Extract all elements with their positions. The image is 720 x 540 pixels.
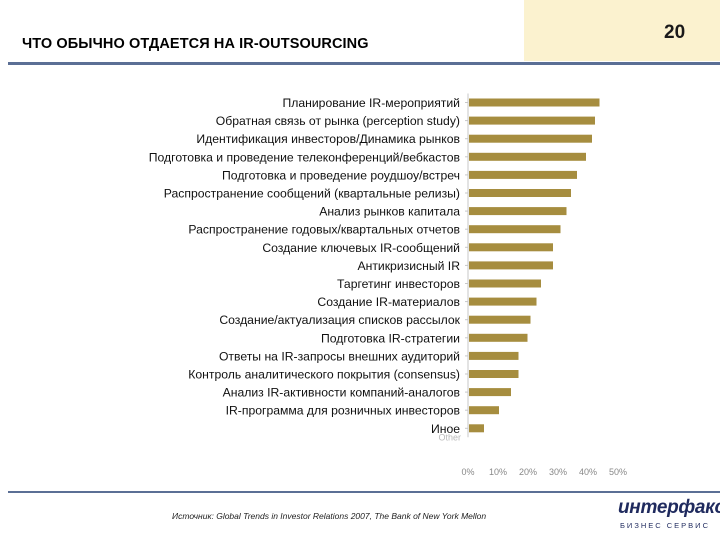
category-label: Анализ рынков капитала <box>319 205 460 219</box>
bar <box>469 297 537 306</box>
bar <box>469 225 561 234</box>
company-logo: интерфакс БИЗНЕС СЕРВИС <box>618 497 720 539</box>
logo-tagline: БИЗНЕС СЕРВИС <box>620 521 710 530</box>
page-number: 20 <box>664 22 686 43</box>
category-label: Таргетинг инвесторов <box>337 277 460 291</box>
bar <box>469 98 600 107</box>
header-accent-panel <box>524 0 720 61</box>
category-label: Иное <box>431 422 460 436</box>
category-label: Подготовка и проведение телеконференций/… <box>149 150 460 164</box>
footer-divider <box>8 491 720 493</box>
category-label: Подготовка IR-стратегии <box>321 331 460 345</box>
x-tick-label: 50% <box>609 467 627 477</box>
x-tick-label: 10% <box>489 467 507 477</box>
category-label: IR-программа для розничных инвесторов <box>226 404 460 418</box>
bar <box>469 243 553 252</box>
category-label: Обратная связь от рынка (perception stud… <box>216 114 460 128</box>
category-label: Создание ключевых IR-сообщений <box>262 241 460 255</box>
faint-other-label: Other <box>438 432 461 442</box>
category-label: Идентификация инвесторов/Динамика рынков <box>196 132 460 146</box>
category-label: Ответы на IR-запросы внешних аудиторий <box>219 349 460 363</box>
bar <box>469 333 528 342</box>
bar <box>469 189 571 197</box>
source-note: Источник: Global Trends in Investor Rela… <box>172 511 487 521</box>
x-tick-label: 0% <box>461 467 474 477</box>
category-label: Подготовка и проведение роудшоу/встреч <box>222 168 460 182</box>
logo-wordmark: интерфакс <box>618 497 720 518</box>
bar <box>469 170 577 179</box>
bar <box>469 351 519 360</box>
category-label: Антикризисный IR <box>357 259 460 273</box>
header-divider <box>8 62 720 65</box>
category-label: Распространение сообщений (квартальные р… <box>164 187 460 201</box>
bar <box>469 134 592 143</box>
bar <box>469 388 511 397</box>
x-tick-label: 40% <box>579 467 597 477</box>
category-label: Создание/актуализация списков рассылок <box>219 313 460 327</box>
category-label: Анализ IR-активности компаний-аналогов <box>223 386 460 400</box>
category-label: Распространение годовых/квартальных отче… <box>188 223 460 237</box>
x-tick-label: 30% <box>549 467 567 477</box>
bar <box>469 261 553 270</box>
bar <box>469 207 567 216</box>
bar <box>469 315 531 324</box>
bar <box>469 424 484 433</box>
x-tick-label: 20% <box>519 467 537 477</box>
slide-title: ЧТО ОБЫЧНО ОТДАЕТСЯ НА IR-OUTSOURCING <box>22 36 369 52</box>
bar <box>469 279 541 288</box>
category-label: Контроль аналитического покрытия (consen… <box>188 368 460 382</box>
bar <box>469 370 519 378</box>
category-label: Создание IR-материалов <box>317 295 460 309</box>
category-label: Планирование IR-мероприятий <box>282 96 460 110</box>
bar <box>469 406 499 415</box>
bar <box>469 152 586 161</box>
bar <box>469 116 595 125</box>
horizontal-bar-chart: Other Планирование IR-мероприятий Обратная… <box>149 93 627 477</box>
